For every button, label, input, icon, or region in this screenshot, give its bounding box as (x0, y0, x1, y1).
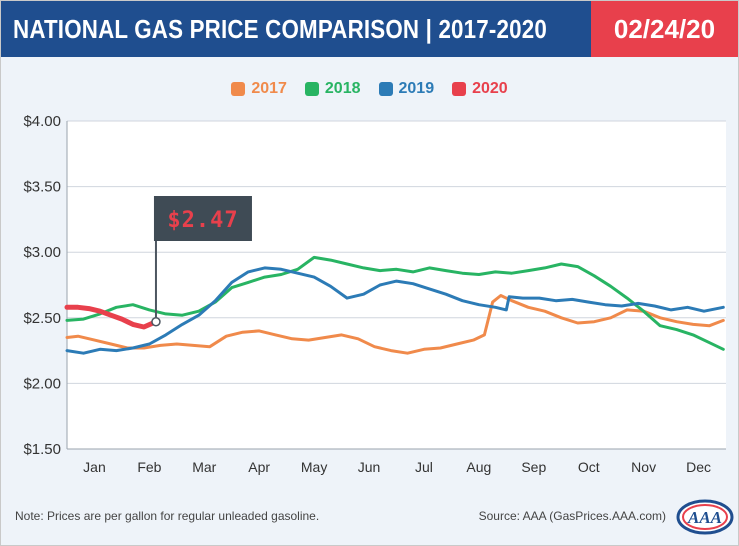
x-tick-label: Sep (521, 459, 546, 475)
legend-item-2017: 2017 (231, 80, 287, 98)
x-tick-label: May (301, 459, 327, 475)
source-text: Source: AAA (GasPrices.AAA.com) (478, 509, 666, 523)
legend-swatch (304, 82, 319, 96)
x-tick-label: Jul (415, 459, 433, 475)
footnote: Note: Prices are per gallon for regular … (15, 509, 320, 523)
plot-area (67, 121, 726, 449)
header-bar: NATIONAL GAS PRICE COMPARISON | 2017-202… (1, 1, 591, 57)
x-tick-label: Aug (466, 459, 491, 475)
aaa-logo-text: AAA (687, 508, 722, 527)
x-tick-label: Oct (578, 459, 600, 475)
y-tick-label: $4.00 (23, 113, 61, 130)
legend-label: 2020 (472, 80, 508, 97)
legend-item-2019: 2019 (378, 80, 435, 98)
callout-marker (151, 316, 161, 327)
x-tick-label: Jan (83, 459, 106, 475)
x-tick-label: Feb (137, 459, 161, 475)
x-tick-label: Dec (686, 459, 711, 475)
callout-value: $2.47 (167, 208, 238, 233)
page-title: NATIONAL GAS PRICE COMPARISON | 2017-202… (13, 14, 547, 44)
x-tick-label: Mar (192, 459, 216, 475)
legend-label: 2019 (398, 80, 435, 97)
y-tick-label: $3.50 (23, 179, 61, 196)
y-tick-label: $1.50 (23, 441, 61, 458)
y-tick-label: $2.00 (23, 375, 61, 392)
legend-label: 2018 (324, 80, 361, 97)
legend-swatch (452, 82, 467, 96)
series-line-2017 (65, 294, 725, 355)
x-tick-label: Nov (631, 459, 656, 475)
legend-swatch (231, 82, 246, 96)
legend: 2017 2018 2019 2020 (1, 80, 738, 98)
series-line-2020 (64, 304, 159, 330)
legend-item-2018: 2018 (304, 80, 361, 98)
y-tick-label: $2.50 (23, 310, 61, 327)
date-label: 02/24/20 (613, 14, 716, 44)
series-line-2019 (65, 266, 725, 355)
date-badge: 02/24/20 (591, 1, 738, 57)
callout-box (153, 196, 252, 241)
legend-label: 2017 (251, 80, 287, 97)
aaa-logo: AAA (676, 499, 734, 535)
legend-swatch (378, 82, 393, 96)
x-tick-label: Apr (248, 459, 270, 475)
series-line-2018 (65, 255, 725, 351)
x-tick-label: Jun (358, 459, 381, 475)
legend-item-2020: 2020 (452, 80, 508, 98)
y-tick-label: $3.00 (23, 244, 61, 261)
